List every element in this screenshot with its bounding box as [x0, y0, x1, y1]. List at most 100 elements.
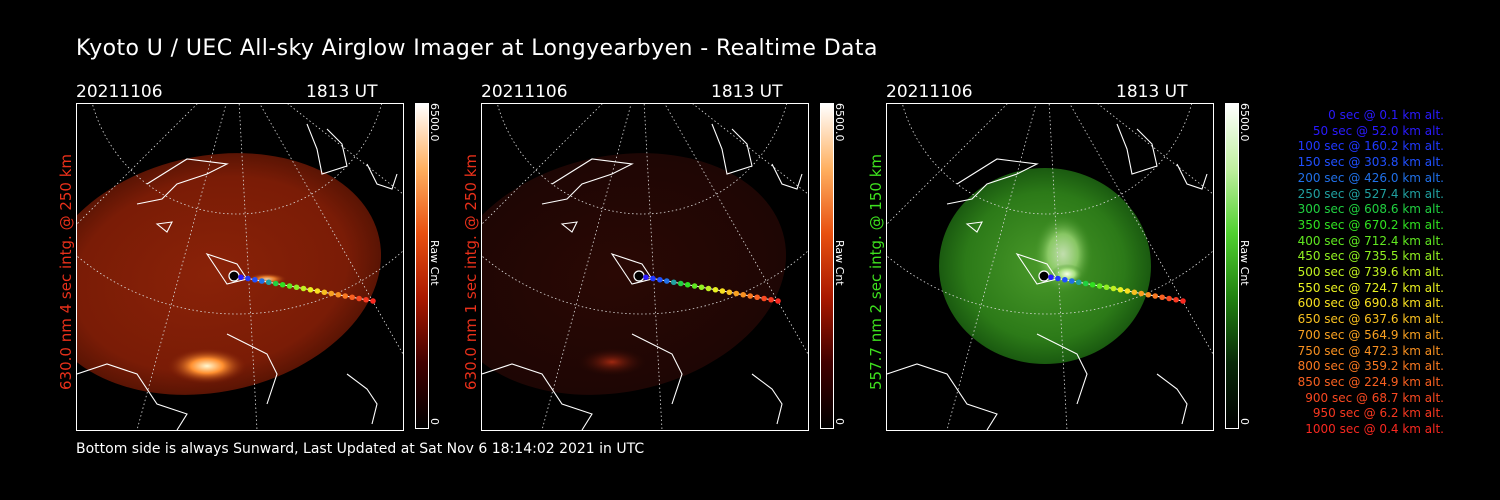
trajectory-dot — [643, 274, 649, 281]
trajectory-dot — [740, 291, 747, 298]
legend-row: 600 sec @ 690.8 km alt. — [1297, 296, 1444, 311]
panel-1-date: 20211106 — [76, 82, 163, 102]
legend-row: 750 sec @ 472.3 km alt. — [1297, 343, 1444, 358]
legend-row: 650 sec @ 637.6 km alt. — [1297, 312, 1444, 327]
trajectory-dot — [684, 281, 691, 288]
panel-3-map — [887, 104, 1213, 430]
station-marker — [633, 270, 645, 282]
aurora-patch — [167, 348, 247, 384]
panel-2-wavelength-label: 630.0 nm 1 sec intg. @ 250 km — [462, 153, 480, 390]
trajectory-dot — [363, 296, 369, 303]
trajectory-dot — [356, 295, 362, 302]
trajectory-dot — [698, 284, 705, 291]
legend-row: 800 sec @ 359.2 km alt. — [1297, 359, 1444, 374]
trajectory-dot — [719, 288, 726, 294]
legend-row: 400 sec @ 712.4 km alt. — [1297, 233, 1444, 248]
trajectory-dot — [761, 295, 767, 302]
panel-1-colorbar — [415, 103, 429, 429]
trajectory-dot — [300, 285, 307, 292]
geographic-grid — [77, 104, 403, 430]
trajectory-dot — [650, 275, 656, 282]
panel-2-airglow-image — [481, 103, 809, 431]
panel-2-colorbar-min: 0 — [833, 418, 846, 425]
panel-2-colorbar — [820, 103, 834, 429]
legend-row: 0 sec @ 0.1 km alt. — [1328, 108, 1444, 122]
panel-2-time: 1813 UT — [711, 82, 783, 102]
panel-3-time: 1813 UT — [1116, 82, 1188, 102]
panel-1-map — [77, 104, 403, 430]
trajectory-dot — [705, 285, 712, 292]
trajectory-dot — [775, 298, 781, 304]
trajectory-dot — [1131, 289, 1138, 296]
trajectory-dot — [726, 289, 733, 296]
legend-row: 1000 sec @ 0.4 km alt. — [1305, 422, 1444, 437]
geographic-grid — [482, 104, 808, 430]
legend-row: 100 sec @ 160.2 km alt. — [1297, 139, 1444, 154]
panel-1-colorbar-max: 6500.0 — [428, 103, 441, 142]
trajectory-dot — [712, 286, 719, 293]
trajectory-dot — [370, 298, 376, 304]
trajectory-dot — [670, 279, 677, 286]
trajectory-dot — [754, 294, 760, 301]
legend-row: 350 sec @ 670.2 km alt. — [1297, 217, 1444, 232]
legend-row: 950 sec @ 6.2 km alt. — [1312, 406, 1444, 421]
trajectory-dot — [1152, 293, 1158, 299]
panel-3-colorbar-max: 6500.0 — [1238, 103, 1251, 142]
trajectory-dot — [321, 289, 328, 296]
legend-row: 300 sec @ 608.6 km alt. — [1297, 202, 1444, 217]
sky-image — [77, 153, 382, 395]
trajectory-dot — [307, 286, 314, 293]
trajectory-dot — [293, 284, 300, 291]
coastlines — [77, 123, 398, 430]
trajectory-dot — [691, 283, 698, 289]
panel-2-date: 20211106 — [481, 82, 568, 102]
trajectory-dot — [733, 290, 740, 297]
panel-1-wavelength-label: 630.0 nm 4 sec intg. @ 250 km — [57, 153, 75, 390]
panel-3-colorbar-min: 0 — [1238, 418, 1251, 425]
aurora-patch — [578, 348, 646, 376]
trajectory-dot — [1062, 276, 1068, 283]
station-marker — [228, 270, 240, 282]
legend-row: 900 sec @ 68.7 km alt. — [1305, 390, 1444, 405]
legend-row: 500 sec @ 739.6 km alt. — [1297, 265, 1444, 280]
panel-1-airglow-image — [76, 103, 404, 431]
legend-row: 450 sec @ 735.5 km alt. — [1297, 249, 1444, 264]
trajectory-dot — [342, 293, 349, 299]
trajectory-dot — [664, 278, 670, 284]
panel-1-colorbar-unit: Raw Cnt — [428, 240, 441, 286]
trajectory-dot — [1075, 279, 1082, 286]
trajectory-dot — [1055, 275, 1061, 282]
trajectory-dot — [677, 280, 684, 287]
trajectory-dot — [1082, 280, 1089, 287]
trajectory-dot — [1048, 274, 1054, 281]
trajectory-dot — [1089, 281, 1096, 288]
trajectory-dot — [265, 279, 272, 286]
trajectory-dot — [252, 276, 258, 283]
trajectory-dot — [328, 290, 335, 297]
panel-1-colorbar-min: 0 — [428, 418, 441, 425]
trajectory-points — [1048, 274, 1186, 304]
legend-row: 550 sec @ 724.7 km alt. — [1297, 280, 1444, 295]
trajectory-dot — [1138, 290, 1145, 297]
panel-2-map — [482, 104, 808, 430]
trajectory-dot — [768, 296, 774, 303]
geographic-grid — [887, 104, 1213, 430]
panel-3-airglow-image — [886, 103, 1214, 431]
trajectory-points — [643, 274, 781, 304]
trajectory-dot — [1069, 278, 1075, 284]
panel-2-colorbar-max: 6500.0 — [833, 103, 846, 142]
trajectory-dot — [657, 276, 663, 283]
trajectory-dot — [1173, 296, 1179, 303]
legend-row: 50 sec @ 52.0 km alt. — [1312, 123, 1444, 138]
trajectory-dot — [1124, 288, 1131, 294]
trajectory-points — [238, 274, 376, 304]
coastlines — [887, 123, 1208, 430]
panel-2-colorbar-unit: Raw Cnt — [833, 240, 846, 286]
legend-row: 850 sec @ 224.9 km alt. — [1297, 374, 1444, 389]
sky-image — [482, 153, 787, 395]
trajectory-dot — [279, 281, 286, 288]
coastlines — [482, 123, 803, 430]
legend-row: 250 sec @ 527.4 km alt. — [1297, 186, 1444, 201]
trajectory-altitude-legend: 0 sec @ 0.1 km alt. 50 sec @ 52.0 km alt.… — [1262, 108, 1444, 438]
trajectory-dot — [1159, 294, 1165, 301]
